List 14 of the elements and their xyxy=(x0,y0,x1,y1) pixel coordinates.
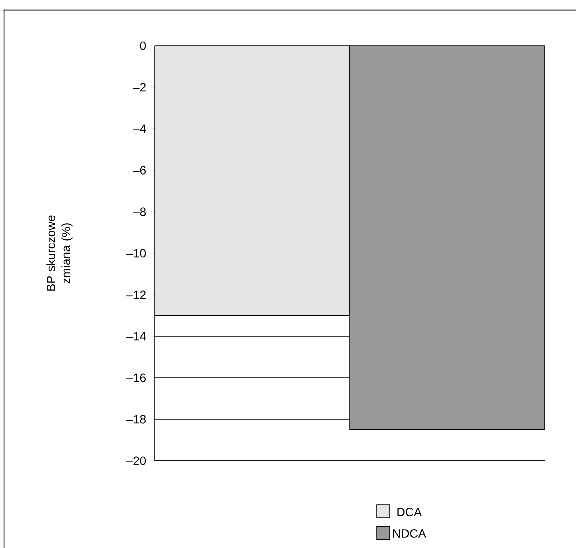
y-tick-label: –18 xyxy=(126,415,146,424)
y-tick-label: –4 xyxy=(133,124,146,134)
y-tick-label: 0 xyxy=(140,42,146,50)
y-tick-label: –2 xyxy=(133,83,146,92)
y-tick-label: –20 xyxy=(126,456,146,466)
y-tick-label: –12 xyxy=(126,290,146,300)
y-tick-label: –8 xyxy=(133,208,146,216)
legend-label: NDCA xyxy=(393,529,426,538)
y-axis-title: BP skurczowe zmiana (%) xyxy=(46,216,73,291)
y-tick-label: –6 xyxy=(133,166,146,175)
y-tick-label: –16 xyxy=(126,374,146,382)
y-tick-label: –10 xyxy=(126,249,146,258)
legend-label: DCA xyxy=(398,508,422,516)
y-tick-label: –14 xyxy=(126,332,146,341)
